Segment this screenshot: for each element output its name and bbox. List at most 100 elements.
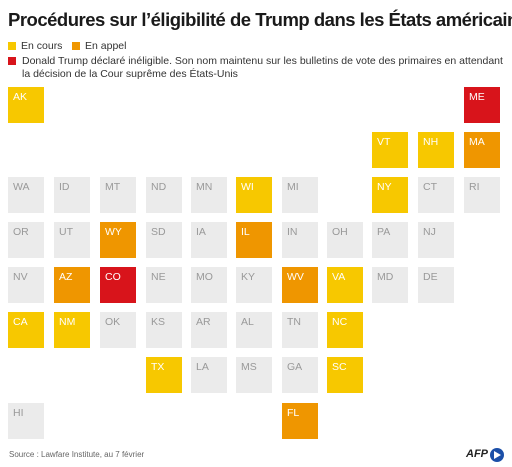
state-code: CO	[105, 271, 121, 283]
source-note: Source : Lawfare Institute, au 7 février	[9, 450, 145, 459]
state-code: RI	[469, 181, 480, 193]
state-tile-wv: WV	[282, 267, 318, 303]
state-tile-nv: NV	[8, 267, 44, 303]
state-tile-ks: KS	[146, 312, 182, 348]
legend-label-ineligible: Donald Trump déclaré inéligible. Son nom…	[22, 55, 503, 80]
state-code: OH	[332, 226, 348, 238]
state-code: MN	[196, 181, 213, 193]
state-tile-az: AZ	[54, 267, 90, 303]
legend-en-cours: En cours	[8, 40, 62, 52]
legend-en-appel: En appel	[72, 40, 126, 52]
state-tile-ca: CA	[8, 312, 44, 348]
state-tile-la: LA	[191, 357, 227, 393]
state-code: SD	[151, 226, 166, 238]
state-tile-mt: MT	[100, 177, 136, 213]
legend-swatch-en-appel	[72, 42, 80, 50]
state-code: MS	[241, 361, 257, 373]
state-tile-sd: SD	[146, 222, 182, 258]
afp-logo: AFP	[466, 448, 506, 462]
state-tile-ma: MA	[464, 132, 500, 168]
state-tile-tn: TN	[282, 312, 318, 348]
state-tile-ut: UT	[54, 222, 90, 258]
state-tile-oh: OH	[327, 222, 363, 258]
state-tile-nc: NC	[327, 312, 363, 348]
state-code: GA	[287, 361, 303, 373]
state-code: VA	[332, 271, 346, 283]
state-code: NE	[151, 271, 166, 283]
state-tile-nm: NM	[54, 312, 90, 348]
state-code: IN	[287, 226, 298, 238]
state-code: WA	[13, 181, 30, 193]
state-tile-md: MD	[372, 267, 408, 303]
state-tile-fl: FL	[282, 403, 318, 439]
state-code: NH	[423, 136, 439, 148]
state-tile-ny: NY	[372, 177, 408, 213]
legend-swatch-ineligible	[8, 57, 16, 65]
state-tile-id: ID	[54, 177, 90, 213]
afp-logo-text: AFP	[466, 448, 488, 460]
state-code: UT	[59, 226, 73, 238]
state-code: MI	[287, 181, 299, 193]
state-tile-de: DE	[418, 267, 454, 303]
state-code: AZ	[59, 271, 73, 283]
state-code: MT	[105, 181, 121, 193]
state-tile-mn: MN	[191, 177, 227, 213]
state-code: HI	[13, 407, 24, 419]
state-tile-nj: NJ	[418, 222, 454, 258]
state-tile-tx: TX	[146, 357, 182, 393]
state-code: OR	[13, 226, 29, 238]
state-tile-ne: NE	[146, 267, 182, 303]
state-tile-ct: CT	[418, 177, 454, 213]
state-code: IA	[196, 226, 206, 238]
state-code: MO	[196, 271, 213, 283]
state-code: AR	[196, 316, 211, 328]
state-tile-wa: WA	[8, 177, 44, 213]
state-code: NC	[332, 316, 348, 328]
state-code: ME	[469, 91, 485, 103]
state-code: SC	[332, 361, 347, 373]
state-code: OK	[105, 316, 121, 328]
state-tile-mi: MI	[282, 177, 318, 213]
state-code: CA	[13, 316, 28, 328]
state-tile-il: IL	[236, 222, 272, 258]
state-code: WY	[105, 226, 122, 238]
state-tile-ak: AK	[8, 87, 44, 123]
state-tile-ga: GA	[282, 357, 318, 393]
state-code: IL	[241, 226, 250, 238]
legend-ineligible: Donald Trump déclaré inéligible. Son nom…	[8, 55, 507, 80]
state-code: LA	[196, 361, 209, 373]
state-tile-ar: AR	[191, 312, 227, 348]
state-code: ND	[151, 181, 167, 193]
state-code: CT	[423, 181, 437, 193]
state-code: PA	[377, 226, 391, 238]
state-code: NY	[377, 181, 392, 193]
state-tile-in: IN	[282, 222, 318, 258]
state-code: NV	[13, 271, 28, 283]
legend-label-en-cours: En cours	[21, 40, 63, 52]
state-code: KS	[151, 316, 166, 328]
state-tile-ia: IA	[191, 222, 227, 258]
state-tile-pa: PA	[372, 222, 408, 258]
state-code: TN	[287, 316, 301, 328]
state-tile-ms: MS	[236, 357, 272, 393]
state-tile-nh: NH	[418, 132, 454, 168]
state-tile-hi: HI	[8, 403, 44, 439]
state-tile-mo: MO	[191, 267, 227, 303]
state-tile-me: ME	[464, 87, 500, 123]
legend-swatch-en-cours	[8, 42, 16, 50]
map-title: Procédures sur l’éligibilité de Trump da…	[8, 9, 512, 30]
state-code: FL	[287, 407, 300, 419]
state-tile-al: AL	[236, 312, 272, 348]
state-tile-co: CO	[100, 267, 136, 303]
state-code: DE	[423, 271, 438, 283]
state-code: NJ	[423, 226, 436, 238]
state-tile-ok: OK	[100, 312, 136, 348]
state-tile-or: OR	[8, 222, 44, 258]
state-code: VT	[377, 136, 391, 148]
state-code: TX	[151, 361, 165, 373]
state-tile-ri: RI	[464, 177, 500, 213]
state-code: AL	[241, 316, 254, 328]
state-code: AK	[13, 91, 28, 103]
state-code: MA	[469, 136, 485, 148]
state-tile-nd: ND	[146, 177, 182, 213]
